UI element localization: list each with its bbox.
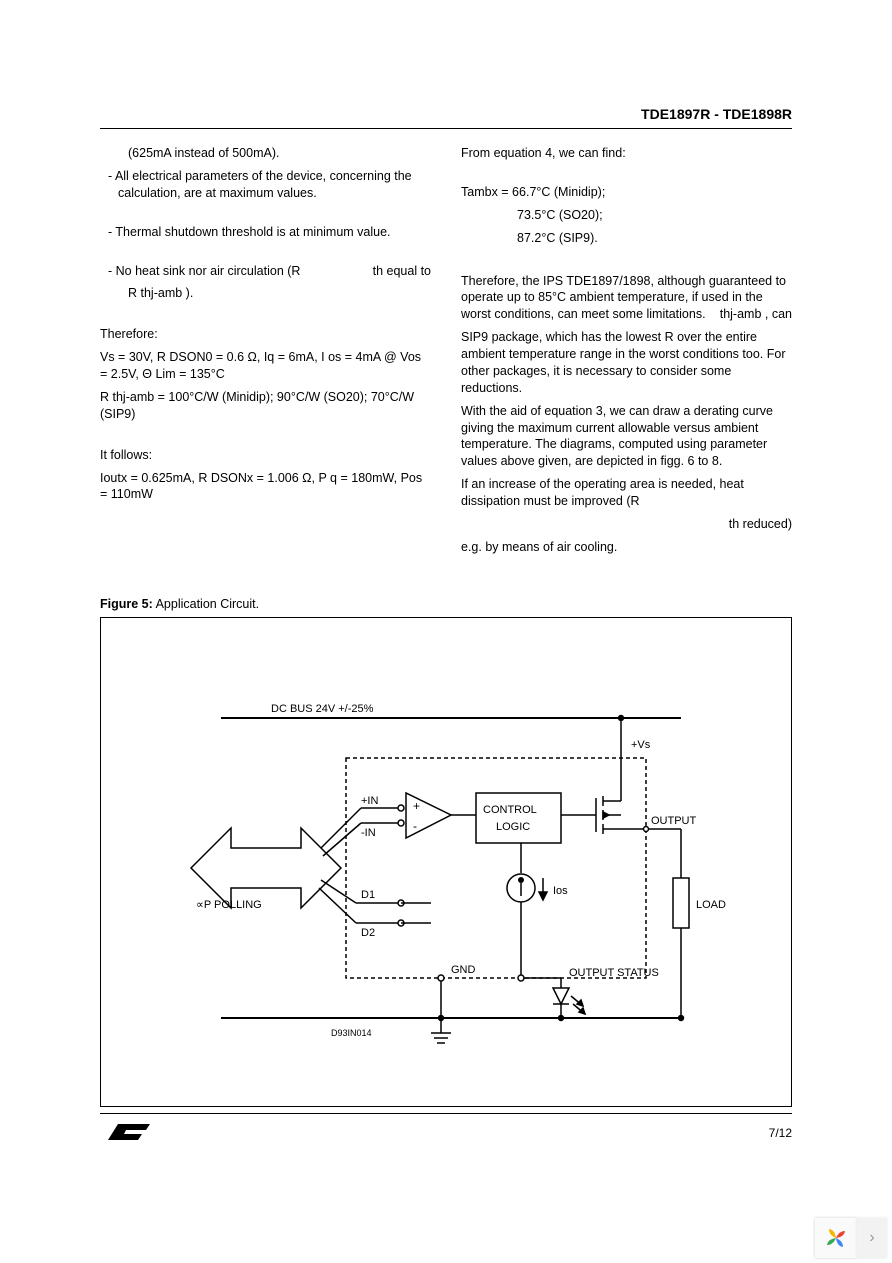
label-ctrl2: LOGIC [496,821,530,833]
text-line: th reduced) [461,516,792,533]
text-fragment: If an increase of the operating area is … [461,477,744,508]
label-vs: +Vs [631,739,651,751]
figure-caption: Figure 5: Application Circuit. [100,597,259,611]
header-rule [100,128,792,129]
chevron-right-icon: › [869,1229,874,1247]
text-line: SIP9 package, which has the lowest R ove… [461,329,792,397]
page: TDE1897R - TDE1898R (625mA instead of 50… [0,0,892,1263]
label-output: OUTPUT [651,815,697,827]
text-fragment: th equal to [383,263,431,280]
figure-frame: DC BUS 24V +/-25% +Vs ∝P POLLING +IN [100,617,792,1107]
text-line: R thj-amb = 100°C/W (Minidip); 90°C/W (S… [100,389,431,423]
label-d1: D1 [361,889,375,901]
text-line: Therefore: [100,326,431,343]
text-line: Therefore, the IPS TDE1897/1898, althoug… [461,273,792,324]
text-line: - Thermal shutdown threshold is at minim… [100,224,431,241]
circuit-diagram: DC BUS 24V +/-25% +Vs ∝P POLLING +IN [101,618,791,1106]
text-fragment: thj-amb , can [720,306,792,323]
page-title: TDE1897R - TDE1898R [641,106,792,122]
text-line: 73.5°C (SO20); [461,207,792,224]
text-line: From equation 4, we can find: [461,145,792,162]
widget-next-button[interactable]: › [857,1218,887,1258]
text-line: (625mA instead of 500mA). [100,145,431,162]
svg-text:+: + [413,799,420,813]
label-inn: -IN [361,827,376,839]
text-line: 87.2°C (SIP9). [461,230,792,247]
flower-icon [823,1225,849,1251]
label-d2: D2 [361,927,375,939]
text-line: With the aid of equation 3, we can draw … [461,403,792,471]
text-line: If an increase of the operating area is … [461,476,792,510]
text-line: - All electrical parameters of the devic… [100,168,431,202]
text-line: Vs = 30V, R DSON0 = 0.6 Ω, Iq = 6mA, I o… [100,349,431,383]
label-load: LOAD [696,899,726,911]
text-fragment: - No heat sink nor air circulation (R [108,264,300,278]
label-ios: Ios [553,885,568,897]
label-gnd: GND [451,964,476,976]
label-ostat: OUTPUT STATUS [569,967,659,979]
label-inp: +IN [361,795,378,807]
text-line: Tambx = 66.7°C (Minidip); [461,184,792,201]
figure-caption-label: Figure 5: [100,597,153,611]
viewer-widget: › [815,1218,887,1258]
text-line: - No heat sink nor air circulation (R th… [100,263,431,280]
widget-logo-button[interactable] [815,1218,857,1258]
footer: 7/12 [100,1113,792,1148]
right-column: From equation 4, we can find: Tambx = 66… [461,145,792,562]
figure-caption-text: Application Circuit. [153,597,259,611]
text-line: R thj-amb ). [100,285,431,302]
left-column: (625mA instead of 500mA). - All electric… [100,145,431,562]
svg-text:-: - [413,819,417,833]
label-ctrl1: CONTROL [483,804,537,816]
label-dc-bus: DC BUS 24V +/-25% [271,703,374,715]
text-line: Ioutx = 0.625mA, R DSONx = 1.006 Ω, P q … [100,470,431,504]
text-line: It follows: [100,447,431,464]
label-polling: ∝P POLLING [196,899,262,911]
body-columns: (625mA instead of 500mA). - All electric… [100,145,792,562]
label-code: D93IN014 [331,1028,372,1038]
st-logo-icon [100,1118,160,1148]
page-number: 7/12 [769,1126,792,1140]
text-line: e.g. by means of air cooling. [461,539,792,556]
